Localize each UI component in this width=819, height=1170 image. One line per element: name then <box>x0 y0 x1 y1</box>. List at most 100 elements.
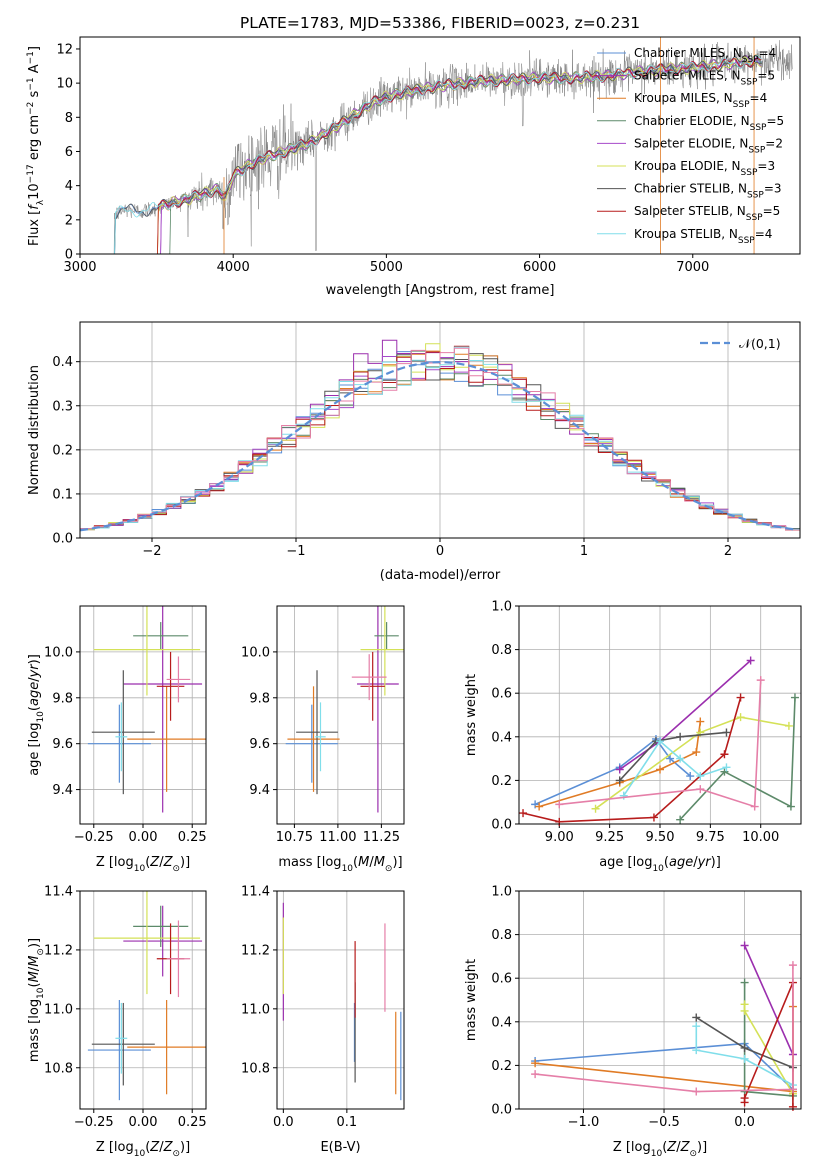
spectrum-ylabel: Flux [fλ10−17 erg cm−2 s−1 A−1] <box>26 46 46 246</box>
weight-point <box>720 750 729 759</box>
x-tick-label: 0.1 <box>337 1115 358 1130</box>
age-z-ticks: −0.25 0.00 0.25 9.4 9.6 9.8 10.0 <box>44 606 207 845</box>
y-tick-label: 0.4 <box>52 355 73 370</box>
weight-point <box>531 800 540 809</box>
weight-point <box>784 721 793 730</box>
x-tick-label: 1 <box>580 544 588 559</box>
weight-point <box>736 693 745 702</box>
weight-point <box>740 1006 749 1015</box>
mw-z-ticks: −1.0 −0.5 0.0 0.0 0.2 0.4 0.6 0.8 1.0 <box>491 885 801 1130</box>
y-tick-label: 1.0 <box>491 600 512 615</box>
legend-entry: Kroupa ELODIE, NSSP=3 <box>634 159 775 178</box>
y-tick-label: 11.0 <box>241 1002 270 1017</box>
spectrum-xlabel: wavelength [Angstrom, rest frame] <box>326 283 555 298</box>
weight-point <box>692 1013 701 1022</box>
age-mass-frame <box>276 605 405 825</box>
age-mass-ticks: 10.75 11.00 11.25 9.4 9.6 9.8 10.0 <box>241 606 404 845</box>
weight-point <box>531 1059 540 1068</box>
weight-point <box>722 728 731 737</box>
legend-entry: Chabrier ELODIE, NSSP=5 <box>634 114 784 133</box>
y-tick-label: 0.6 <box>491 972 512 987</box>
weight-point <box>740 1054 749 1063</box>
weight-point <box>535 802 544 811</box>
mass-z-xlabel: Z [log10(Z/Z⊙)] <box>96 1140 190 1159</box>
weight-line-8 <box>559 680 762 808</box>
y-tick-label: 10.8 <box>241 1061 270 1076</box>
x-tick-label: 9.75 <box>696 830 725 845</box>
x-tick-label: 11.25 <box>363 830 400 845</box>
weight-point <box>676 754 685 763</box>
mw-age-frame <box>518 605 802 825</box>
x-tick-label: −0.5 <box>648 1115 680 1130</box>
weight-line-7 <box>623 740 727 797</box>
legend-entry: Salpeter MILES, NSSP=5 <box>634 69 775 88</box>
spectrum-frame <box>79 36 801 255</box>
x-tick-label: 5000 <box>370 260 403 275</box>
weight-line-1 <box>619 659 752 771</box>
x-tick-label: 3000 <box>63 260 96 275</box>
x-tick-label: 10.75 <box>276 830 313 845</box>
mw-z-xlabel: Z [log10(Z/Z⊙)] <box>613 1140 707 1159</box>
x-tick-label: 0.00 <box>129 1115 158 1130</box>
weight-line-7 <box>695 1026 794 1086</box>
spectrum-ticks: 3000 4000 5000 6000 7000 0 2 4 6 8 10 12 <box>56 42 709 275</box>
mass-ebv-frame <box>276 890 405 1110</box>
legend-entry: Salpeter ELODIE, NSSP=2 <box>634 136 783 155</box>
age-z-frame <box>79 605 207 825</box>
spectrum-models <box>113 37 793 254</box>
x-tick-label: 7000 <box>676 260 709 275</box>
weight-line-3 <box>679 697 796 821</box>
legend-entry: Kroupa MILES, NSSP=4 <box>634 91 767 110</box>
y-tick-label: 9.6 <box>52 737 73 752</box>
weight-point <box>591 804 600 813</box>
weight-line-6 <box>522 697 742 823</box>
y-tick-label: 6 <box>65 145 73 160</box>
weight-point <box>740 941 749 950</box>
model-line-8 <box>113 54 762 254</box>
y-tick-label: 0.1 <box>52 487 73 502</box>
weight-point <box>746 656 755 665</box>
model-line-7 <box>156 58 762 254</box>
y-tick-label: 9.8 <box>52 691 73 706</box>
weight-point <box>736 713 745 722</box>
weight-point <box>692 1087 701 1096</box>
y-tick-label: 0.3 <box>52 399 73 414</box>
weight-point <box>722 763 731 772</box>
legend-entry: Chabrier MILES, NSSP=4 <box>634 46 776 65</box>
age-mass-xlabel: mass [log10(M/M⊙)] <box>278 855 402 874</box>
weight-line-0 <box>534 737 691 806</box>
y-tick-label: 11.0 <box>44 1002 73 1017</box>
age-z-points <box>87 606 206 813</box>
weight-point <box>649 813 658 822</box>
mw-age-ylabel: mass weight <box>464 674 479 756</box>
hist-series <box>80 339 800 533</box>
weight-point <box>619 791 628 800</box>
weight-point <box>740 1094 749 1103</box>
mass-ebv-points <box>282 902 402 1101</box>
weight-point <box>555 800 564 809</box>
x-tick-label: 11.00 <box>319 830 356 845</box>
weight-point <box>740 978 749 987</box>
weight-point <box>519 809 528 818</box>
x-tick-label: 0.00 <box>129 830 158 845</box>
x-tick-label: −1.0 <box>568 1115 600 1130</box>
y-tick-label: 10.0 <box>44 645 73 660</box>
x-tick-label: 2 <box>724 544 732 559</box>
mass-z-ticks: −0.25 0.00 0.25 10.8 11.0 11.2 11.4 <box>44 885 207 1131</box>
x-tick-label: 6000 <box>523 260 556 275</box>
weight-point <box>686 772 695 781</box>
y-tick-label: 0.0 <box>52 532 73 547</box>
model-line-2 <box>156 54 762 254</box>
age-z-ylabel: age [log10(age/yr)] <box>27 654 46 776</box>
x-tick-label: 10.00 <box>742 830 779 845</box>
weight-point <box>692 1046 701 1055</box>
weight-point <box>790 693 799 702</box>
mass-ebv-ticks: 0.0 0.1 10.8 11.0 11.2 11.4 <box>241 885 404 1130</box>
age-mass-points <box>285 606 404 813</box>
x-tick-label: 0.25 <box>178 830 207 845</box>
legend-entry: Kroupa STELIB, NSSP=4 <box>634 227 772 246</box>
mw-z-frame <box>518 890 802 1110</box>
y-tick-label: 10.8 <box>44 1061 73 1076</box>
y-tick-label: 0 <box>65 248 73 263</box>
